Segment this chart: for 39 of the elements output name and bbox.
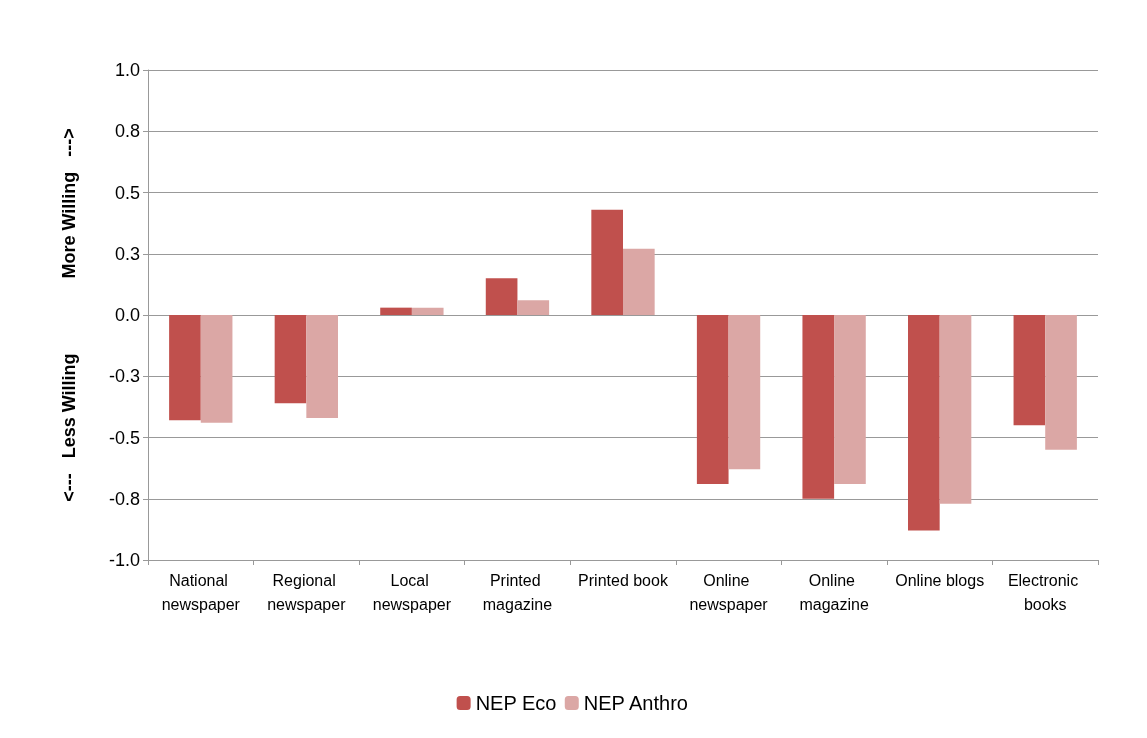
- x-tick-label: Regional newspaper: [267, 571, 347, 613]
- bar: [623, 248, 655, 315]
- legend-label: NEP Anthro: [583, 692, 688, 714]
- y-tick-label: 0.8: [114, 121, 140, 142]
- bar: [696, 315, 729, 485]
- y-tick-label: -1.0: [108, 550, 140, 570]
- y-tick-label: 1.0: [114, 60, 140, 80]
- x-tick-label: National newspaper: [161, 571, 241, 613]
- bar: [517, 300, 550, 315]
- bar: [306, 315, 338, 418]
- bar: [728, 315, 761, 470]
- legend-label: NEP Eco: [475, 692, 557, 714]
- y-axis-title: <--- Less Willing More Willing --->: [59, 128, 79, 502]
- bar: [380, 307, 412, 315]
- x-tick-label: Printed book: [578, 571, 669, 589]
- bar: [591, 209, 623, 315]
- y-tick-label: -0.8: [108, 488, 140, 509]
- bar: [274, 315, 307, 404]
- x-tick-label: Online magazine: [799, 571, 869, 613]
- bar: [834, 315, 866, 485]
- x-tick-label: Electronic books: [1007, 571, 1083, 613]
- bar: [169, 315, 201, 421]
- x-tick-label: Local newspaper: [372, 571, 452, 613]
- x-tick-label: Online newspaper: [689, 571, 769, 613]
- x-tick-label: Online blogs: [895, 571, 985, 589]
- x-tick-label: Printed magazine: [482, 571, 553, 613]
- bar: [1045, 315, 1077, 450]
- bar: [802, 315, 835, 499]
- bar: [939, 315, 972, 504]
- y-tick-label: -0.5: [108, 427, 140, 448]
- bar: [908, 315, 940, 531]
- bar: [1013, 315, 1046, 426]
- bar: [485, 278, 518, 315]
- y-tick-label: -0.3: [108, 366, 140, 387]
- y-tick-label: 0.5: [114, 182, 140, 203]
- y-tick-label: 0.0: [114, 305, 140, 325]
- bar: [200, 315, 233, 423]
- bar: [411, 307, 444, 315]
- y-tick-label: 0.3: [114, 243, 140, 264]
